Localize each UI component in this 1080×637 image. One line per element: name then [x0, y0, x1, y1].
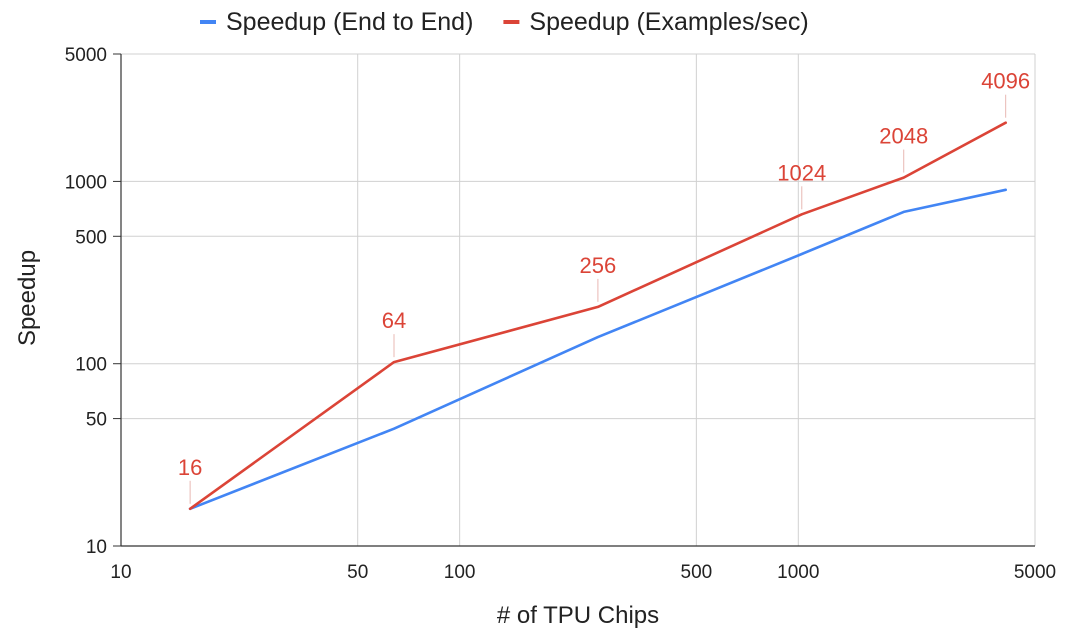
data-label: 64: [382, 308, 406, 333]
x-tick-label: 50: [347, 562, 368, 583]
x-tick-label: 500: [681, 562, 713, 583]
y-tick-label: 10: [86, 537, 107, 558]
gridlines: [120, 53, 1036, 547]
y-tick-label: 50: [86, 410, 107, 431]
y-tick-label: 1000: [65, 172, 107, 193]
data-label: 1024: [777, 160, 826, 185]
legend: Speedup (End to End) Speedup (Examples/se…: [200, 8, 809, 36]
x-axis-title: # of TPU Chips: [497, 602, 659, 629]
x-tick-label: 100: [444, 562, 476, 583]
x-tick-label: 1000: [777, 562, 819, 583]
legend-swatch-2: [503, 20, 520, 24]
data-label: 256: [580, 253, 617, 278]
y-tick-label: 500: [75, 227, 107, 248]
data-label: 2048: [879, 124, 928, 149]
legend-label-2: Speedup (Examples/sec): [529, 8, 808, 36]
data-label: 16: [178, 455, 202, 480]
legend-label-1: Speedup (End to End): [226, 8, 473, 36]
x-tick-label: 5000: [1014, 562, 1056, 583]
series-line-2: [188, 121, 1008, 511]
axes: 10 50 100 500 1000 5000 10 50 100 500 1000 5000: [65, 45, 1056, 583]
y-axis-title: Speedup: [14, 250, 41, 346]
data-labels: 16 64 256 1024 2048 4096: [178, 69, 1030, 504]
series-line-1: [188, 188, 1008, 511]
x-tick-label: 10: [110, 562, 131, 583]
data-label: 4096: [981, 69, 1030, 94]
y-tick-label: 5000: [65, 45, 107, 66]
y-tick-label: 100: [75, 355, 107, 376]
series-lines: [188, 121, 1008, 511]
legend-swatch-1: [200, 20, 216, 24]
